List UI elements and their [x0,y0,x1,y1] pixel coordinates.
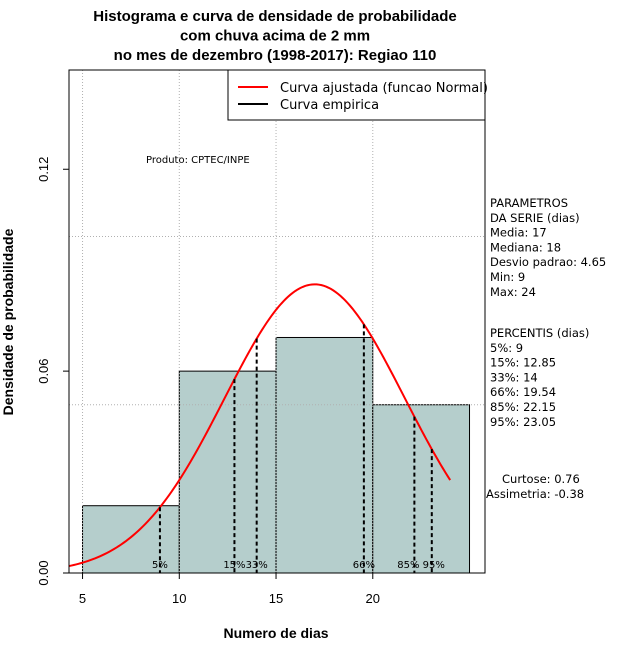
param-line: Mediana: 18 [490,240,561,254]
param-line: PARAMETROS [490,196,568,210]
percentil-line: 85%: 22.15 [490,400,556,414]
param-line: Max: 24 [490,285,536,299]
param-line: DA SERIE (dias) [490,211,580,225]
legend-box [227,69,486,121]
percentile-label: 85% [397,560,419,571]
percentile-label: 5% [152,560,168,571]
percentil-line: 66%: 19.54 [490,385,556,399]
param-line: Min: 9 [490,270,525,284]
histogram-bar [82,505,180,574]
product-annotation: Produto: CPTEC/INPE [146,155,250,166]
param-line: Desvio padrao: 4.65 [490,255,606,269]
chart-title-line: com chuva acima de 2 mm [180,28,370,45]
percentile-label: 95% [423,560,445,571]
percentil-line: 95%: 23.05 [490,415,556,429]
y-axis-label: Densidade de probabilidade [0,228,16,415]
legend-label: Curva ajustada (funcao Normal) [280,81,488,96]
normal-fit-curve [68,283,452,568]
histogram-bar [275,336,374,574]
histogram-bar [178,370,277,574]
curtose-text: Curtose: 0.76 [502,472,580,486]
y-tick-label: 0.06 [36,358,51,383]
histogram-bar [372,404,471,574]
percentile-label: 15% [223,560,245,571]
y-tick-label: 0.00 [36,560,51,585]
x-tick-label: 10 [172,591,186,606]
y-tick-label: 0.12 [36,157,51,182]
x-tick-label: 15 [269,591,283,606]
chart-title-line: Histograma e curva de densidade de proba… [93,8,456,25]
x-tick-label: 20 [366,591,380,606]
x-axis-label: Numero de dias [223,625,328,641]
percentil-line: 15%: 12.85 [490,356,556,370]
percentile-label: 66% [353,560,375,571]
chart-title-line: no mes de dezembro (1998-2017): Regiao 1… [114,47,437,64]
percentil-line: PERCENTIS (dias) [490,326,589,340]
percentil-line: 33%: 14 [490,370,538,384]
param-line: Media: 17 [490,226,547,240]
x-tick-label: 5 [79,591,86,606]
assimetria-text: Assimetria: -0.38 [486,487,584,501]
legend-label: Curva empirica [280,98,379,113]
percentil-line: 5%: 9 [490,341,523,355]
percentile-label: 33% [246,560,268,571]
